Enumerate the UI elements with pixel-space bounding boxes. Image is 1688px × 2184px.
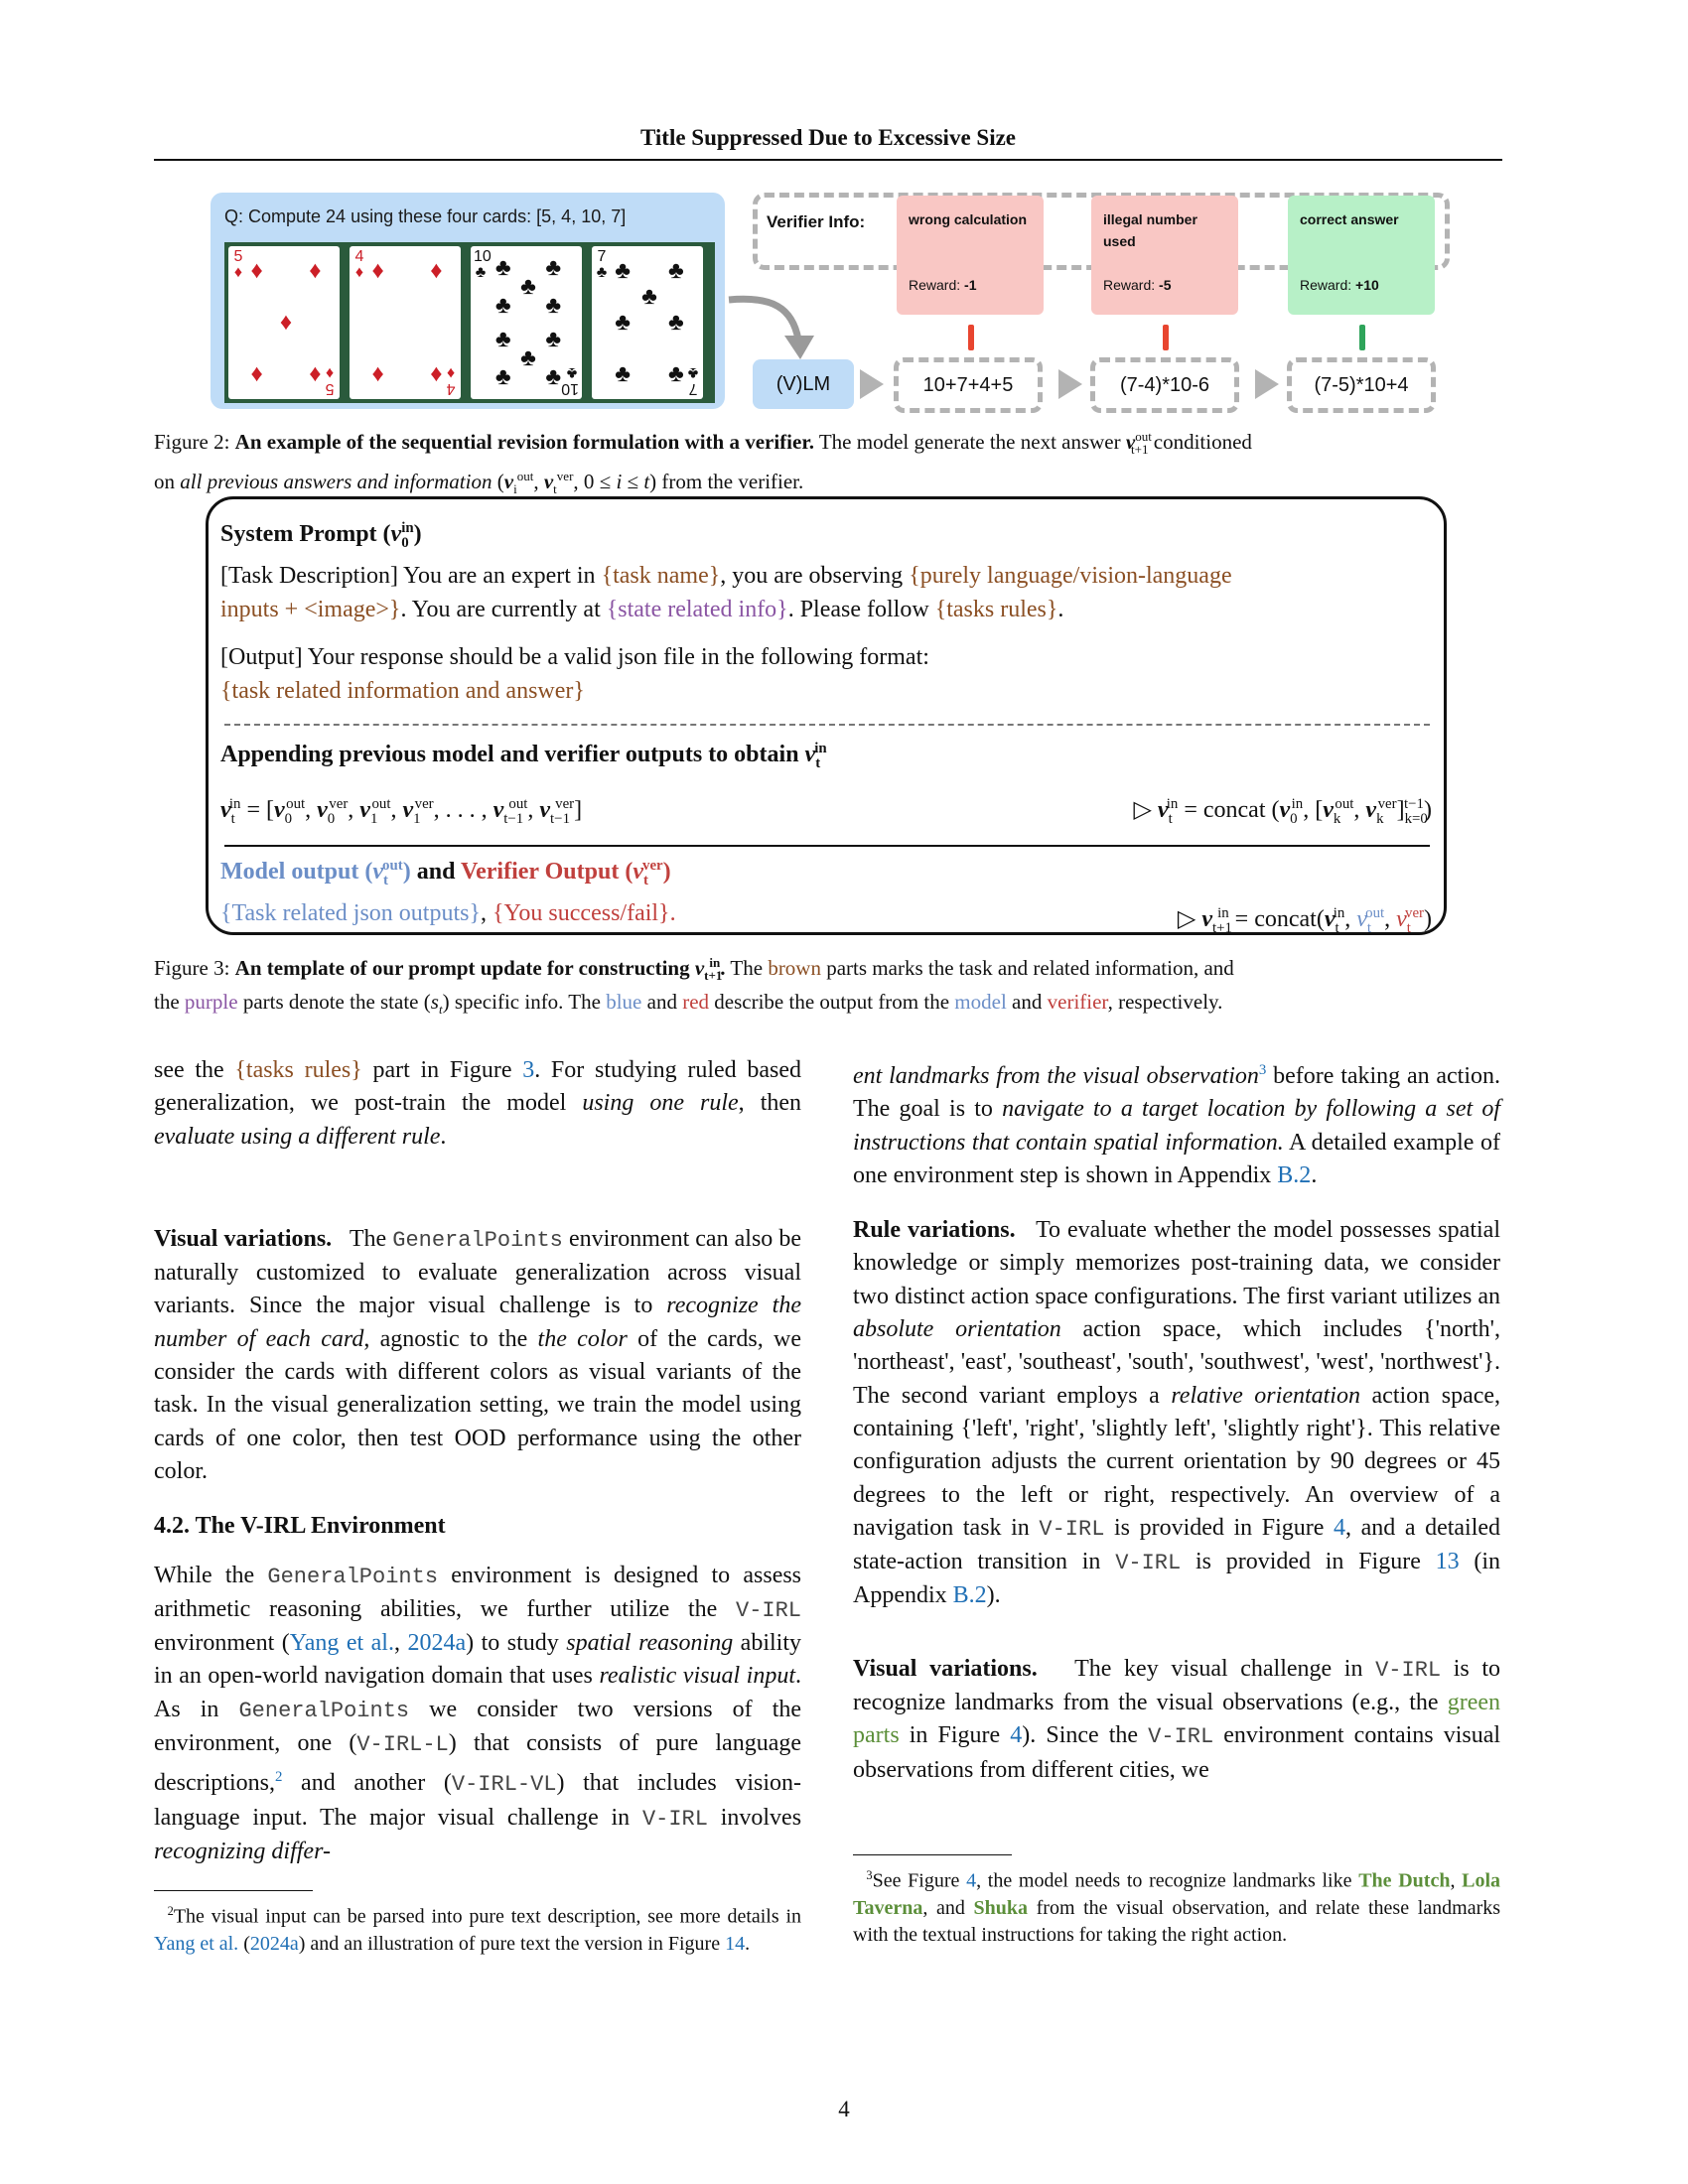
cards-strip: 5 ♦ ♦ ♦ ♦ ♦ ♦ 5 ♦ 4 ♦ ♦ ♦ ♦ ♦ 4 ♦ 10 ♣ ♣ ♣ ♣ ♣ ♣ ♣ ♣…	[224, 242, 715, 403]
reward-label: Reward:	[1103, 277, 1156, 293]
appendix-link[interactable]: B.2	[1277, 1161, 1312, 1188]
feedback-bar-red	[968, 325, 974, 350]
playing-card: 7 ♣ ♣ ♣ ♣ ♣ ♣ ♣ ♣ 7 ♣	[592, 246, 703, 399]
question-text: Q: Compute 24 using these four cards: [5…	[224, 206, 627, 226]
section-heading: 4.2. The V-IRL Environment	[154, 1513, 446, 1540]
append-concat-equation: ▷ vtin = concat (v0in, [vkout, vkver]k=0…	[1133, 796, 1432, 827]
paragraph: While the GeneralPoints environment is d…	[154, 1562, 802, 1864]
verifier-card-correct-answer: correct answer Reward: +10	[1288, 196, 1435, 315]
feedback-bar-green	[1359, 325, 1365, 350]
clubs-icon: ♣ ♣ ♣ ♣ ♣ ♣ ♣	[615, 257, 684, 388]
card-rank: 5	[233, 248, 243, 265]
figure-link[interactable]: 4	[1334, 1514, 1346, 1541]
curved-arrow-icon	[728, 295, 814, 359]
solid-divider	[224, 845, 1430, 847]
dashed-divider	[224, 724, 1430, 726]
paragraph: Visual variations. The key visual challe…	[853, 1655, 1501, 1783]
citation-link[interactable]: 2024a	[407, 1630, 467, 1657]
figure3-caption: Figure 3: An template of our prompt upda…	[154, 955, 1234, 1018]
append-equation: vtin = [v0out, v0ver, v1out, v1ver, . . …	[220, 796, 583, 827]
page-number: 4	[838, 2097, 850, 2121]
right-column: ent landmarks from the visual observatio…	[853, 1054, 1500, 1787]
append-title: Appending previous model and verifier ou…	[220, 741, 827, 771]
figure2-caption: Figure 2: An example of the sequential r…	[154, 429, 1252, 497]
paragraph: ent landmarks from the visual observatio…	[853, 1062, 1501, 1188]
paragraph: Rule variations. To evaluate whether the…	[853, 1217, 1501, 1609]
arrow-right-icon	[860, 369, 884, 399]
verifier-card-wrong-calculation: wrong calculation Reward: -1	[897, 196, 1044, 315]
output-titles: Model output (vtout) and Verifier Output…	[220, 858, 671, 888]
reward-label: Reward:	[909, 277, 961, 293]
figure-link[interactable]: 14	[725, 1932, 746, 1955]
reward-value: -1	[964, 277, 977, 293]
footnote-3: 3See Figure 4, the model needs to recogn…	[853, 1868, 1501, 1946]
figure-link[interactable]: 4	[1010, 1722, 1023, 1749]
footnote-rule	[154, 1890, 313, 1891]
model-box: (V)LM	[753, 359, 854, 409]
footnote-rule	[853, 1854, 1012, 1855]
playing-card: 4 ♦ ♦ ♦ ♦ ♦ 4 ♦	[350, 246, 461, 399]
footnote-2: 2The visual input can be parsed into pur…	[154, 1904, 802, 1955]
card-rank: 4	[354, 248, 364, 265]
citation-link[interactable]: Yang et al.	[289, 1630, 394, 1657]
feedback-bar-red	[1163, 325, 1169, 350]
arrow-right-icon	[1255, 369, 1279, 399]
figure-link[interactable]: 4	[966, 1869, 977, 1892]
paragraph: see the {tasks rules} part in Figure 3. …	[154, 1057, 802, 1150]
diamonds-icon: ♦ ♦ ♦ ♦	[371, 257, 443, 388]
playing-card: 10 ♣ ♣ ♣ ♣ ♣ ♣ ♣ ♣ ♣ ♣ ♣ 10 ♣	[471, 246, 582, 399]
task-description: [Task Description] You are an expert in …	[220, 563, 1232, 622]
reward-label: Reward:	[1300, 277, 1352, 293]
verifier-card-illegal-number: illegal number used Reward: -5	[1091, 196, 1238, 315]
system-prompt-title: System Prompt (v0in)	[220, 520, 422, 551]
citation-link[interactable]: Yang et al.	[154, 1932, 239, 1955]
reward-value: -5	[1159, 277, 1172, 293]
diamonds-icon: ♦ ♦ ♦ ♦ ♦	[250, 257, 322, 388]
playing-card: 5 ♦ ♦ ♦ ♦ ♦ ♦ 5 ♦	[228, 246, 340, 399]
verifier-card-title: wrong calculation	[909, 211, 1028, 227]
arrow-right-icon	[1058, 369, 1082, 399]
figure-link[interactable]: 13	[1435, 1549, 1460, 1575]
clubs-icon: ♣ ♣ ♣ ♣ ♣ ♣ ♣ ♣ ♣ ♣	[494, 254, 562, 391]
prompt-template-box: System Prompt (v0in) [Task Description] …	[206, 496, 1447, 936]
paragraph: Visual variations. The GeneralPoints env…	[154, 1225, 802, 1484]
appendix-link[interactable]: B.2	[952, 1582, 987, 1609]
footnote-link[interactable]: 3	[1258, 1062, 1267, 1078]
figure-link[interactable]: 3	[522, 1057, 535, 1083]
card-rank: 7	[597, 248, 607, 265]
left-column: see the {tasks rules} part in Figure 3. …	[154, 1054, 801, 1868]
citation-link[interactable]: 2024a	[249, 1932, 299, 1955]
output-format: [Output] Your response should be a valid…	[220, 644, 929, 704]
header-rule	[154, 159, 1502, 161]
verifier-card-title: correct answer	[1300, 211, 1399, 227]
answer-box: 10+7+4+5	[894, 357, 1043, 413]
verifier-card-title: illegal number used	[1103, 211, 1197, 249]
output-placeholders: {Task related json outputs}, {You succes…	[220, 900, 676, 926]
running-title: Title Suppressed Due to Excessive Size	[639, 125, 1017, 150]
card-rank: 10	[474, 248, 492, 265]
verifier-info-label: Verifier Info:	[767, 212, 866, 231]
reward-value: +10	[1355, 277, 1379, 293]
update-equation: ▷ vt+1in = concat(vtin, vtout, vtver)	[1177, 905, 1432, 936]
footnote-link[interactable]: 2	[274, 1769, 283, 1786]
answer-box: (7-5)*10+4	[1287, 357, 1436, 413]
answer-box: (7-4)*10-6	[1090, 357, 1239, 413]
